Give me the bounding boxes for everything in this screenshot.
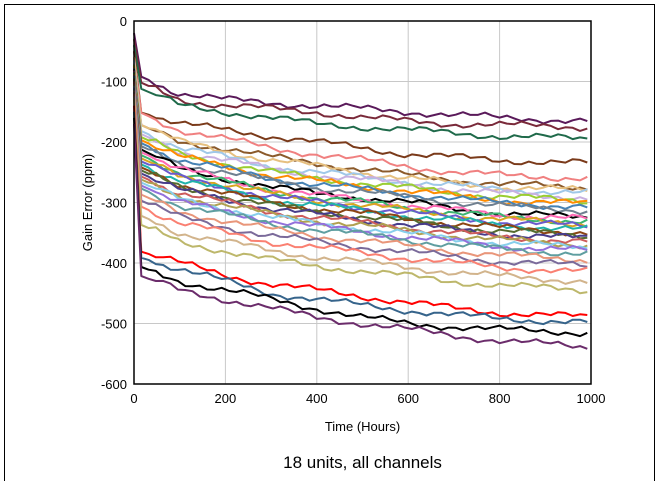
series-line: [133, 111, 588, 326]
series-line: [133, 45, 588, 141]
x-tick-label: 600: [397, 391, 419, 406]
series-line: [133, 88, 588, 257]
y-tick-label: -400: [101, 256, 127, 271]
x-tick-labels: 0 200 400 600 800 1000: [130, 391, 605, 406]
series-line: [133, 92, 588, 268]
chart-caption: 18 units, all channels: [283, 453, 442, 472]
series-line: [133, 76, 588, 232]
y-tick-label: -500: [101, 317, 127, 332]
series-line: [133, 117, 588, 338]
series-line: [133, 78, 588, 237]
y-tick-label: -600: [101, 377, 127, 392]
series-line: [133, 32, 588, 125]
y-tick-label: -300: [101, 196, 127, 211]
series-line: [133, 81, 588, 245]
series-line: [133, 90, 588, 264]
series-lines: [133, 32, 588, 350]
x-tick-label: 400: [306, 391, 328, 406]
series-line: [133, 93, 588, 274]
x-tick-label: 1000: [577, 391, 606, 406]
series-line: [133, 57, 588, 182]
x-axis-label: Time (Hours): [325, 419, 400, 434]
series-line: [133, 51, 588, 166]
figure-frame: [4, 4, 655, 481]
series-line: [133, 96, 588, 285]
series-line: [133, 39, 588, 132]
series-line: [133, 63, 588, 202]
y-tick-label: -100: [101, 75, 127, 90]
series-line: [133, 99, 588, 295]
series-line: [133, 68, 588, 210]
y-tick-labels: 0 -100 -200 -300 -400 -500 -600: [101, 14, 127, 392]
x-tick-label: 800: [489, 391, 511, 406]
x-tick-label: 200: [215, 391, 237, 406]
x-tick-label: 0: [130, 391, 137, 406]
y-axis-label: Gain Error (ppm): [80, 154, 95, 252]
series-line: [133, 123, 588, 350]
series-line: [133, 105, 588, 318]
y-tick-label: 0: [120, 14, 127, 29]
plot-area-border: [133, 20, 592, 385]
y-tick-label: -200: [101, 135, 127, 150]
